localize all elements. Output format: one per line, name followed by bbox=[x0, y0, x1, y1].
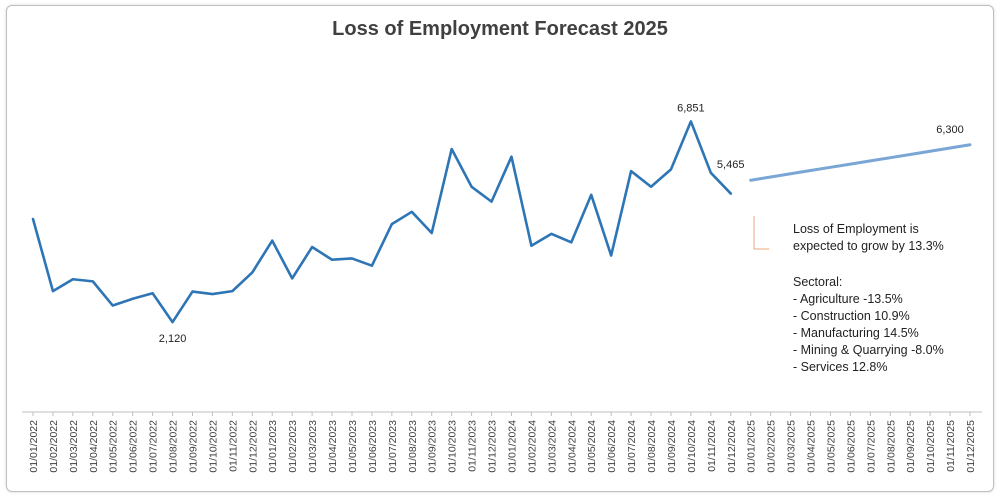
x-tick-label: 01/02/2024 bbox=[526, 420, 538, 473]
x-tick-label: 01/08/2022 bbox=[168, 420, 180, 473]
annotation-line: - Services 12.8% bbox=[793, 360, 888, 374]
annotation-line: - Agriculture -13.5% bbox=[793, 292, 903, 306]
x-tick-label: 01/10/2025 bbox=[925, 420, 937, 473]
x-tick-label: 01/09/2024 bbox=[666, 420, 678, 473]
x-tick-label: 01/05/2025 bbox=[825, 420, 837, 473]
x-tick-label: 01/07/2024 bbox=[626, 420, 638, 473]
forecast-annotation: Loss of Employment is expected to grow by… bbox=[793, 221, 993, 376]
x-tick-label: 01/11/2025 bbox=[945, 420, 957, 472]
x-tick-label: 01/04/2022 bbox=[88, 420, 100, 473]
x-tick-label: 01/01/2022 bbox=[28, 420, 40, 473]
x-tick-label: 01/03/2022 bbox=[68, 420, 80, 473]
x-tick-label: 01/02/2022 bbox=[48, 420, 60, 473]
x-tick-label: 01/07/2022 bbox=[148, 420, 160, 473]
x-tick-label: 01/04/2023 bbox=[327, 420, 339, 473]
chart-title: Loss of Employment Forecast 2025 bbox=[332, 18, 668, 40]
data-label: 6,300 bbox=[936, 124, 964, 136]
x-tick-label: 01/11/2022 bbox=[227, 420, 239, 472]
x-tick-label: 01/03/2023 bbox=[307, 420, 319, 473]
x-tick-label: 01/01/2024 bbox=[506, 420, 518, 473]
x-tick-label: 01/09/2025 bbox=[905, 420, 917, 473]
x-tick-label: 01/06/2022 bbox=[128, 420, 140, 473]
x-tick-label: 01/08/2024 bbox=[646, 420, 658, 473]
x-tick-label: 01/12/2023 bbox=[487, 420, 499, 473]
chart-frame bbox=[6, 5, 994, 492]
x-tick-label: 01/03/2025 bbox=[786, 420, 798, 473]
x-tick-label: 01/10/2022 bbox=[207, 420, 219, 473]
annotation-line: Loss of Employment is bbox=[793, 222, 919, 236]
x-tick-label: 01/10/2024 bbox=[686, 420, 698, 473]
x-tick-label: 01/05/2023 bbox=[347, 420, 359, 473]
annotation-line: expected to grow by 13.3% bbox=[793, 239, 944, 253]
annotation-callout-line bbox=[753, 216, 769, 250]
x-tick-label: 01/07/2023 bbox=[387, 420, 399, 473]
x-tick-label: 01/04/2024 bbox=[566, 420, 578, 473]
x-tick-label: 01/09/2023 bbox=[427, 420, 439, 473]
x-tick-label: 01/02/2025 bbox=[766, 420, 778, 473]
x-tick-label: 01/10/2023 bbox=[447, 420, 459, 473]
x-tick-label: 01/05/2024 bbox=[586, 420, 598, 473]
annotation-line: - Mining & Quarrying -8.0% bbox=[793, 343, 944, 357]
annotation-line: - Construction 10.9% bbox=[793, 309, 910, 323]
x-tick-label: 01/01/2025 bbox=[746, 420, 758, 473]
x-tick-label: 01/12/2024 bbox=[726, 420, 738, 473]
x-tick-label: 01/09/2022 bbox=[187, 420, 199, 473]
x-tick-label: 01/07/2025 bbox=[865, 420, 877, 473]
x-tick-label: 01/01/2023 bbox=[267, 420, 279, 473]
x-tick-label: 01/06/2024 bbox=[606, 420, 618, 473]
x-tick-label: 01/02/2023 bbox=[287, 420, 299, 473]
annotation-line: - Manufacturing 14.5% bbox=[793, 326, 919, 340]
x-tick-label: 01/12/2022 bbox=[247, 420, 259, 473]
data-label: 6,851 bbox=[677, 102, 705, 114]
forecast-series-line bbox=[749, 143, 972, 182]
x-tick-label: 01/11/2024 bbox=[706, 420, 718, 472]
annotation-spacer bbox=[793, 255, 993, 274]
x-tick-label: 01/06/2023 bbox=[367, 420, 379, 473]
x-tick-label: 01/11/2023 bbox=[467, 420, 479, 472]
x-tick-label: 01/05/2022 bbox=[108, 420, 120, 473]
annotation-line: Sectoral: bbox=[793, 275, 843, 289]
actual-series-line bbox=[31, 120, 733, 324]
x-tick-label: 01/06/2025 bbox=[845, 420, 857, 473]
x-tick-label: 01/08/2023 bbox=[407, 420, 419, 473]
data-label: 2,120 bbox=[159, 333, 187, 345]
x-tick-label: 01/08/2025 bbox=[885, 420, 897, 473]
data-label: 5,465 bbox=[717, 159, 745, 171]
x-tick-label: 01/04/2025 bbox=[806, 420, 818, 473]
x-tick-label: 01/03/2024 bbox=[546, 420, 558, 473]
x-tick-label: 01/12/2025 bbox=[965, 420, 977, 473]
